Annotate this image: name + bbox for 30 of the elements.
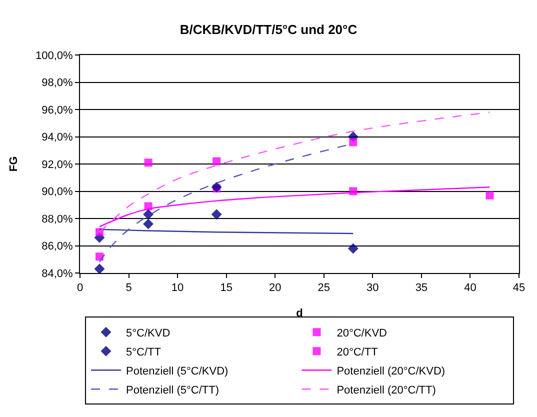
- y-tick-label: 92,0%: [42, 158, 74, 171]
- x-tick-label: 40: [464, 282, 476, 294]
- y-tick-label: 94,0%: [42, 132, 74, 144]
- x-tick-label: 30: [366, 282, 379, 294]
- legend-label: Potenziell (20°C/TT): [336, 384, 436, 396]
- legend-label: 20°C/TT: [336, 346, 378, 358]
- y-tick-label: 98,0%: [42, 77, 74, 90]
- y-axis-title: FG: [8, 156, 20, 172]
- y-tick-label: 84,0%: [42, 268, 74, 280]
- x-tick-label: 45: [512, 282, 526, 294]
- x-tick-label: 35: [415, 282, 428, 294]
- x-tick-label: 25: [318, 282, 330, 294]
- y-tick-label: 90,0%: [42, 186, 74, 198]
- legend-label: 5°C/TT: [126, 346, 162, 358]
- x-axis-title: d: [296, 307, 303, 320]
- y-tick-label: 86,0%: [42, 240, 74, 253]
- legend-label: Potenziell (5°C/KVD): [126, 365, 228, 378]
- x-tick-label: 15: [220, 282, 232, 294]
- x-tick-label: 10: [171, 282, 184, 294]
- legend-label: 5°C/KVD: [126, 327, 170, 340]
- chart-title: B/CKB/KVD/TT/5°C und 20°C: [180, 22, 358, 38]
- x-tick-label: 20: [268, 282, 282, 294]
- y-tick-label: 100,0%: [35, 50, 74, 62]
- y-tick-label: 96,0%: [42, 104, 74, 116]
- legend-label: 20°C/KVD: [336, 327, 388, 340]
- y-tick-label: 88,0%: [42, 213, 74, 226]
- x-tick-label: 0: [76, 282, 84, 294]
- legend-label: Potenziell (20°C/KVD): [336, 365, 446, 378]
- x-tick-label: 5: [126, 282, 132, 294]
- legend-label: Potenziell (5°C/TT): [126, 384, 220, 396]
